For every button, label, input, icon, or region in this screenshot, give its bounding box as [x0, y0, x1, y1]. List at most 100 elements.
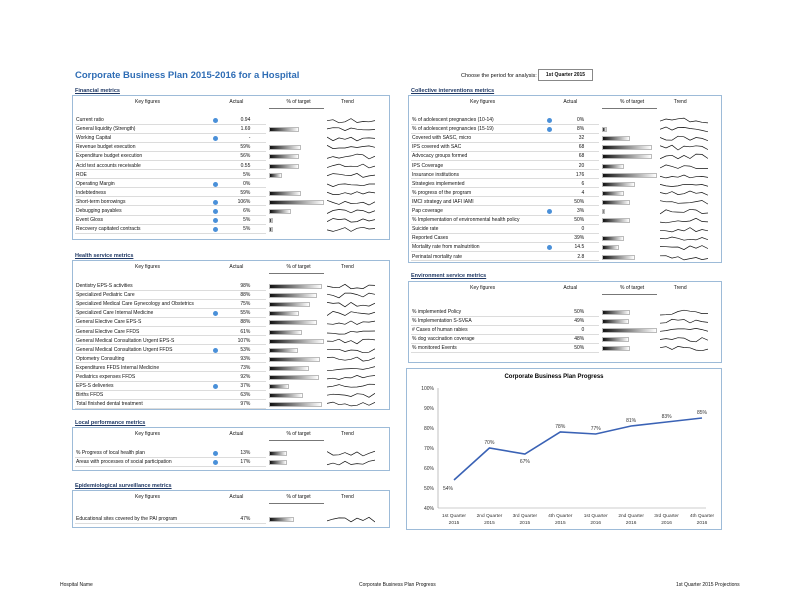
- x-tick-label: 2015: [555, 520, 566, 526]
- column-header-actual: Actual: [229, 431, 244, 437]
- metric-label: Indebtedness: [76, 189, 107, 196]
- progress-chart: Corporate Business Plan Progress 40% 50% 60…: [406, 368, 722, 530]
- metric-actual: 5%: [243, 217, 251, 224]
- target-bar: [602, 236, 624, 242]
- x-tick-label: 2015: [449, 520, 460, 526]
- status-indicator-icon: [213, 311, 219, 317]
- column-header-key: Key figures: [135, 99, 161, 105]
- status-indicator-icon: [547, 209, 553, 214]
- metric-actual: 17%: [240, 459, 251, 466]
- table-row: [411, 243, 600, 252]
- metric-actual: -: [248, 135, 251, 142]
- column-header-actual: Actual: [229, 264, 244, 270]
- period-select[interactable]: 1st Quarter 2015: [538, 69, 593, 81]
- trend-sparkline: [327, 330, 376, 334]
- table-row: [411, 162, 600, 170]
- metric-label: Event Gloss: [76, 217, 103, 224]
- target-bar: [268, 154, 300, 160]
- trend-sparkline: [660, 208, 709, 215]
- data-label: 78%: [555, 424, 566, 430]
- table-row: [75, 346, 266, 355]
- trend-sparkline: [327, 283, 376, 290]
- table-row: [75, 171, 266, 180]
- table-row: [75, 355, 266, 364]
- x-tick-label: 2016: [590, 520, 601, 526]
- trend-sparkline: [327, 183, 376, 187]
- target-bar: [602, 154, 652, 160]
- table-row: [75, 198, 266, 207]
- metric-label: General Medical Consultation Urgent FFDS: [76, 346, 173, 353]
- metric-actual: 49%: [574, 318, 585, 325]
- metric-label: Expenditures FFDS Internal Medicine: [76, 364, 160, 371]
- metric-actual: 8%: [577, 126, 585, 133]
- table-row: [411, 344, 600, 353]
- metric-actual: 5%: [243, 171, 251, 178]
- health-panel: Key figures Actual % of target Trend Dentist…: [72, 260, 390, 410]
- trend-sparkline: [660, 164, 709, 169]
- column-header-key: Key figures: [470, 99, 496, 105]
- footer-left: Hospital Name: [60, 582, 93, 588]
- column-header-trend: Trend: [340, 99, 354, 105]
- trend-sparkline: [660, 145, 709, 151]
- target-bar: [602, 218, 630, 224]
- target-bar: [602, 310, 630, 315]
- environment-panel: Key figures Actual % of target Trend % imple…: [408, 281, 722, 363]
- metric-actual: 4: [581, 189, 585, 196]
- trend-sparkline: [327, 292, 376, 299]
- metric-actual: 14.5: [574, 244, 585, 251]
- metric-label: % of adolescent pregnancies (15-19): [412, 126, 494, 133]
- table-row: [75, 391, 266, 400]
- footer-right: 1st Quarter 2015 Projections: [676, 582, 740, 588]
- chart-title: Corporate Business Plan Progress: [504, 374, 604, 380]
- table-row: [75, 382, 266, 391]
- trend-sparkline: [327, 191, 376, 195]
- column-header-pct: % of target: [286, 494, 311, 500]
- table-row: [75, 400, 266, 409]
- metric-label: % Implementation of environmental health…: [412, 217, 520, 224]
- metric-label: IPS Coverage: [412, 162, 444, 169]
- column-header-key: Key figures: [135, 431, 161, 437]
- table-row: [411, 180, 600, 189]
- data-label: 77%: [591, 426, 602, 432]
- column-header-key: Key figures: [470, 285, 496, 291]
- table-row: [411, 335, 600, 344]
- trend-sparkline: [660, 174, 709, 178]
- table-row: [411, 134, 600, 143]
- metric-label: Working Capital: [76, 135, 112, 142]
- x-tick-label: 1st Quarter: [584, 513, 608, 519]
- target-bar: [268, 284, 323, 289]
- trend-sparkline: [327, 127, 376, 132]
- trend-sparkline: [660, 154, 709, 160]
- column-header-actual: Actual: [229, 99, 244, 105]
- column-header-pct: % of target: [286, 264, 311, 270]
- trend-sparkline: [660, 117, 709, 124]
- metric-label: Pap coverage: [412, 208, 443, 214]
- table-row: [75, 364, 266, 373]
- status-indicator-icon: [213, 199, 219, 205]
- table-row: [75, 300, 266, 309]
- metric-label: % implemented Policy: [412, 309, 462, 315]
- target-bar: [268, 163, 299, 169]
- metric-actual: 92%: [240, 374, 251, 380]
- metric-label: Total finished dental treatment: [76, 401, 143, 408]
- metric-actual: 6: [581, 180, 585, 187]
- metric-label: IPS covered with SAC: [412, 144, 462, 151]
- column-header-pct: % of target: [620, 285, 645, 291]
- table-row: [75, 458, 266, 467]
- column-header-trend: Trend: [340, 431, 354, 437]
- table-row: [411, 234, 600, 243]
- table-row: [411, 308, 600, 317]
- trend-sparkline: [327, 154, 376, 160]
- epi-section-title: Epidemiological surveillance metrics: [75, 483, 172, 489]
- target-bar: [602, 209, 606, 214]
- column-header-trend: Trend: [673, 285, 687, 291]
- y-tick-label: 70%: [424, 446, 435, 452]
- metric-label: % Implementation S-SVEA: [412, 318, 472, 325]
- target-bar: [268, 451, 287, 456]
- metric-label: Pediatrics expenses FFDS: [76, 374, 136, 380]
- table-row: [75, 189, 266, 198]
- metric-label: General Medical Consultation Urgent EPS-…: [76, 337, 175, 344]
- footer-center: Corporate Business Plan Progress: [359, 582, 436, 588]
- collective-panel: Key figures Actual % of target Trend % of ad…: [408, 95, 722, 263]
- table-row: [411, 116, 600, 125]
